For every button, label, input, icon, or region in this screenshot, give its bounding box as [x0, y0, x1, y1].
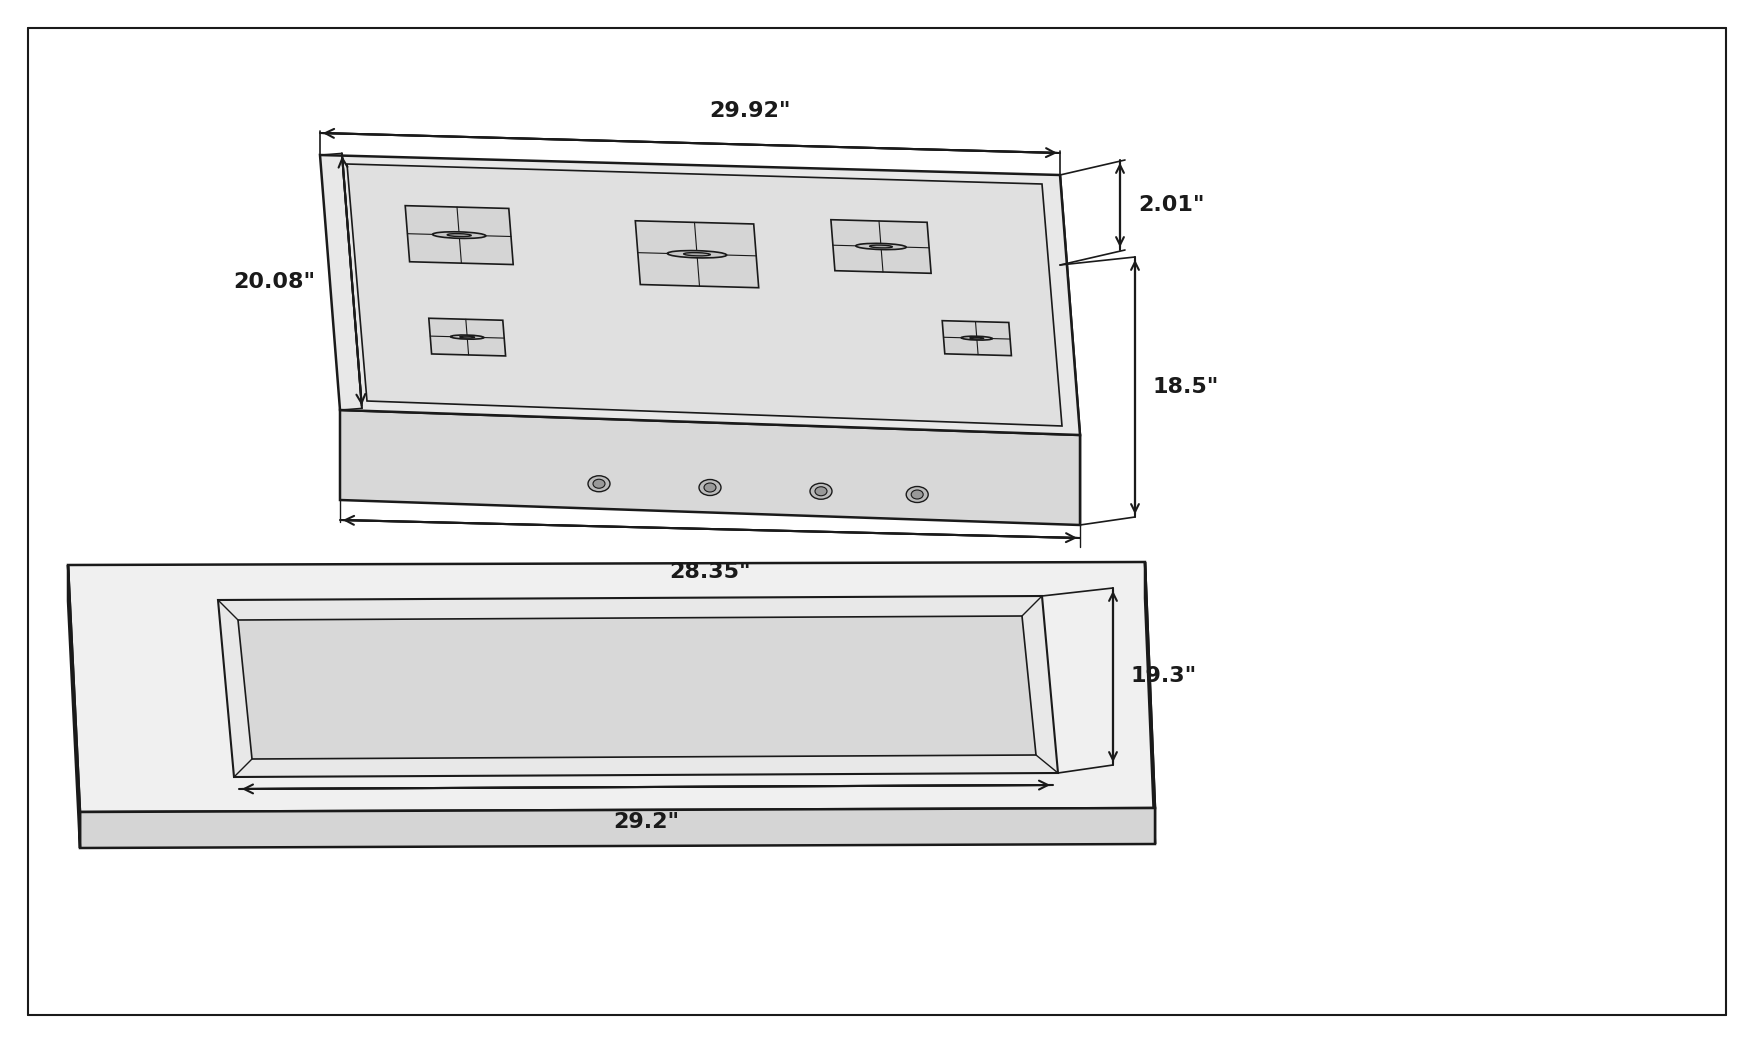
Text: 29.92": 29.92" — [709, 101, 791, 121]
Polygon shape — [81, 808, 1154, 848]
Ellipse shape — [856, 243, 907, 249]
Ellipse shape — [451, 335, 484, 339]
Ellipse shape — [703, 483, 716, 492]
Polygon shape — [1145, 562, 1154, 844]
Ellipse shape — [970, 337, 984, 339]
Polygon shape — [831, 220, 931, 273]
Text: 28.35": 28.35" — [670, 562, 751, 582]
Polygon shape — [405, 205, 514, 265]
Text: 2.01": 2.01" — [1138, 195, 1205, 215]
Ellipse shape — [684, 252, 710, 256]
Ellipse shape — [593, 479, 605, 488]
Ellipse shape — [870, 245, 893, 248]
Polygon shape — [428, 318, 505, 356]
Polygon shape — [347, 164, 1061, 426]
Polygon shape — [319, 155, 1080, 435]
Ellipse shape — [588, 476, 610, 491]
Polygon shape — [239, 616, 1037, 759]
Ellipse shape — [910, 490, 923, 499]
Ellipse shape — [700, 480, 721, 495]
Ellipse shape — [907, 486, 928, 503]
Text: 29.2": 29.2" — [612, 812, 679, 832]
Ellipse shape — [668, 250, 726, 258]
Ellipse shape — [433, 232, 486, 239]
Polygon shape — [942, 320, 1012, 356]
Text: 20.08": 20.08" — [233, 272, 316, 292]
Ellipse shape — [961, 336, 993, 340]
Text: 19.3": 19.3" — [1131, 666, 1198, 686]
Polygon shape — [68, 565, 81, 848]
Polygon shape — [340, 410, 1080, 525]
Polygon shape — [1059, 175, 1080, 525]
Polygon shape — [217, 596, 1058, 777]
Text: 18.5": 18.5" — [1152, 377, 1219, 397]
Polygon shape — [68, 562, 1154, 812]
Ellipse shape — [447, 234, 472, 237]
Ellipse shape — [810, 483, 831, 500]
Ellipse shape — [460, 336, 475, 338]
Polygon shape — [635, 221, 759, 288]
Ellipse shape — [816, 487, 826, 495]
